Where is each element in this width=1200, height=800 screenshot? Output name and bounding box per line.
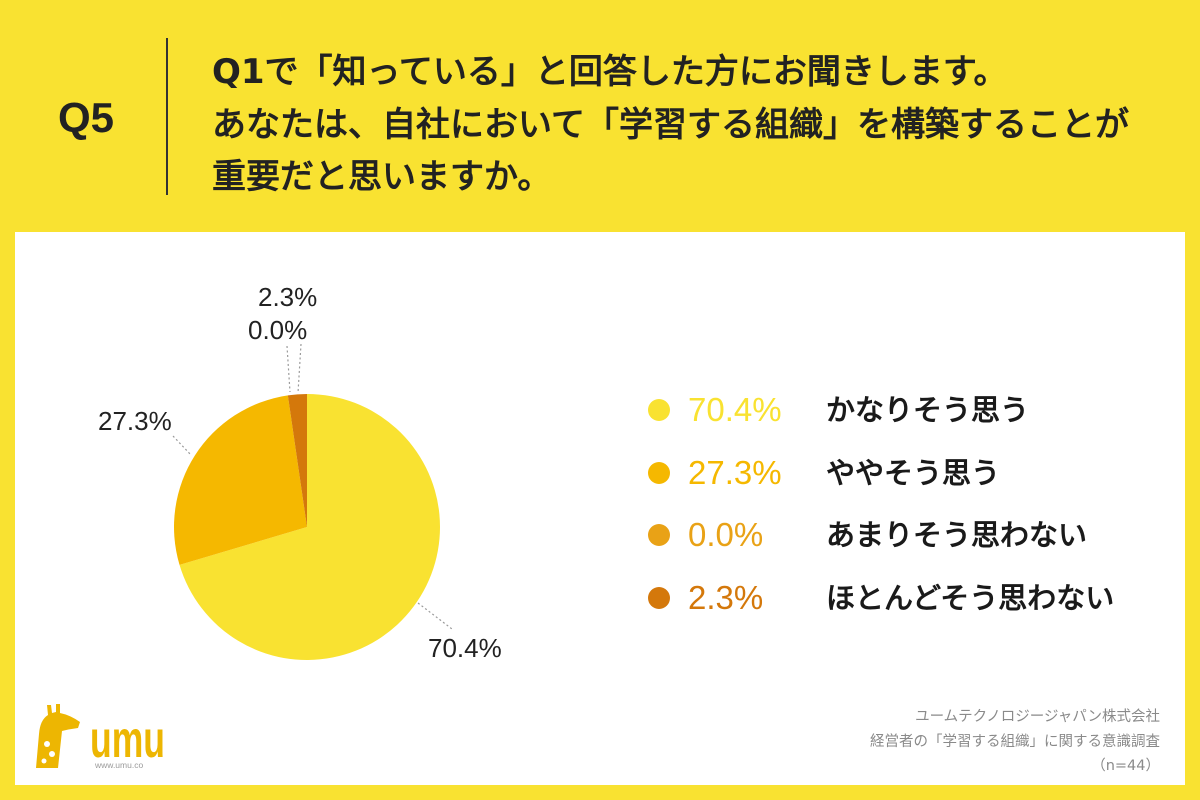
pie-slice-strongly-agree [179,394,441,660]
pie-slice-strongly-disagree [287,394,307,527]
chart-panel: 70.4% 27.3% 0.0% 2.3% 70.4% かなりそう思う 27.3… [15,232,1185,785]
pie-label-strongly-agree: 70.4% [428,633,502,663]
leader-line-somewhat-agree [172,435,192,456]
source-survey: 経営者の「学習する組織」に関する意識調査 [870,733,1160,750]
source-caption: ユームテクノロジージャパン株式会社 経営者の「学習する組織」に関する意識調査 （… [870,705,1160,779]
question-number: Q5 [58,94,115,141]
question-text: Q1で「知っている」と回答した方にお聞きします。 あなたは、自社において「学習す… [212,46,1129,204]
pie-slice-somewhat-agree [174,395,307,565]
giraffe-logo-icon [36,704,80,768]
logo-wordmark: umu [90,711,165,769]
question-line-1: Q1で「知っている」と回答した方にお聞きします。 [212,52,1008,92]
giraffe-spot-icon [41,758,47,764]
legend-label: あまりそう思わない [826,518,1088,553]
legend-swatch [648,461,670,484]
umu-logo: umu www.umu.co [36,704,165,770]
header-divider [166,38,168,195]
legend-item: 2.3% ほとんどそう思わない [648,567,1168,630]
legend-value: 2.3% [688,579,764,617]
legend-value: 70.4% [688,391,782,428]
pie-label-strongly-disagree: 2.3% [258,282,317,312]
pie-chart: 70.4% 27.3% 0.0% 2.3% [98,282,502,663]
legend-swatch [648,399,670,421]
question-line-3: 重要だと思いますか。 [212,157,552,197]
legend-item: 70.4% かなりそう思う [648,379,1168,442]
legend-item: 27.3% ややそう思う [648,442,1168,505]
legend-label: ややそう思う [826,455,1001,490]
pie-label-somewhat-agree: 27.3% [98,406,172,436]
legend-label: かなりそう思う [826,393,1030,427]
chart-legend: 70.4% かなりそう思う 27.3% ややそう思う 0.0% あまりそう思わな… [648,379,1168,630]
leader-line-somewhat-disagree [286,345,291,393]
source-company: ユームテクノロジージャパン株式会社 [915,709,1160,725]
legend-label: ほとんどそう思わない [826,581,1115,616]
source-sample-size: （n=44） [1091,758,1160,774]
leader-line-strongly-agree [417,602,453,630]
question-line-2: あなたは、自社において「学習する組織」を構築することが [212,104,1129,145]
legend-value: 27.3% [688,453,782,491]
pie-label-somewhat-disagree: 0.0% [248,315,307,345]
giraffe-spot-icon [44,741,50,747]
leader-line-strongly-disagree [297,343,302,394]
legend-swatch [648,524,670,547]
legend-value: 0.0% [688,516,764,554]
giraffe-spot-icon [49,751,55,757]
legend-swatch [648,587,670,610]
logo-site-text: www.umu.co [94,760,143,770]
legend-item: 0.0% あまりそう思わない [648,504,1168,567]
